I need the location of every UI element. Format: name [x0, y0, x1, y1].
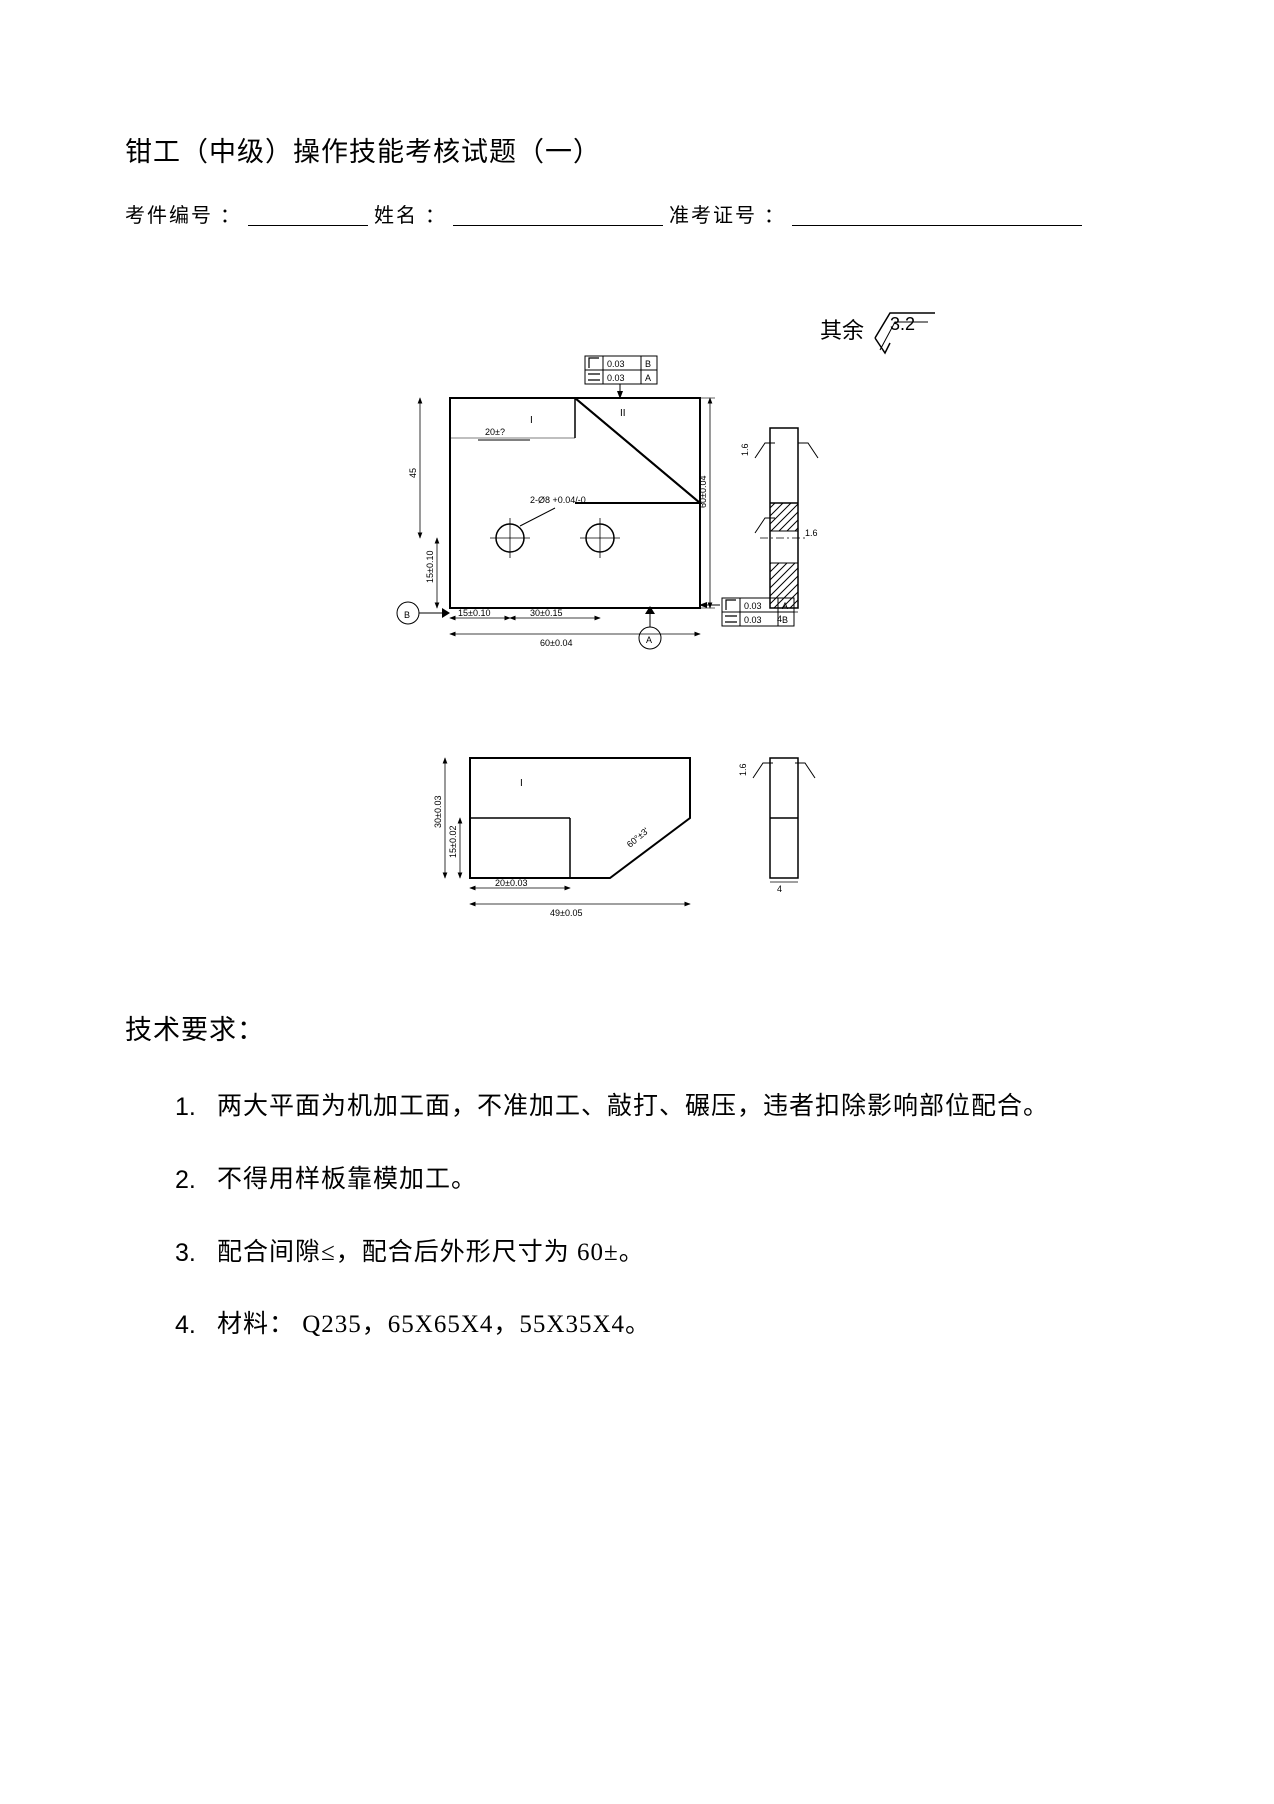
name-label: 姓名 ：	[374, 199, 447, 228]
datum-B: B	[404, 610, 410, 620]
svg-text:0.03: 0.03	[744, 601, 762, 611]
req-text: 不得用样板靠模加工。	[217, 1156, 1154, 1205]
datum-A: A	[646, 635, 652, 645]
name-blank[interactable]	[453, 205, 663, 226]
req-text: 两大平面为机加工面，不准加工、敲打、碾压，违者扣除影响部位配合。	[217, 1083, 1154, 1132]
svg-text:B: B	[645, 359, 651, 369]
req-text: 材料： Q235，65X65X4，55X35X4。	[217, 1301, 1154, 1350]
req-item: 4. 材料： Q235，65X65X4，55X35X4。	[175, 1301, 1154, 1350]
req-item: 3. 配合间隙≤，配合后外形尺寸为 60±。	[175, 1229, 1154, 1278]
svg-text:4: 4	[777, 884, 782, 894]
hole-dim: 2-Ø8 +0.04/-0	[530, 495, 586, 505]
svg-text:0.03: 0.03	[607, 359, 625, 369]
svg-text:30±0.03: 30±0.03	[433, 796, 443, 828]
req-number: 4.	[175, 1301, 217, 1350]
req-item: 2. 不得用样板靠模加工。	[175, 1156, 1154, 1205]
svg-text:49±0.05: 49±0.05	[550, 908, 582, 918]
svg-text:1.6: 1.6	[740, 443, 750, 456]
ticket-blank[interactable]	[792, 205, 1082, 226]
part2-label-I: I	[520, 778, 523, 789]
svg-text:0.03: 0.03	[744, 615, 762, 625]
svg-text:60°±3': 60°±3'	[624, 825, 650, 849]
tech-req-heading: 技术要求：	[125, 1008, 1154, 1047]
page-title: 钳工（中级）操作技能考核试题（一）	[125, 130, 1154, 169]
req-item: 1. 两大平面为机加工面，不准加工、敲打、碾压，违者扣除影响部位配合。	[175, 1083, 1154, 1132]
svg-text:60±0.04: 60±0.04	[540, 638, 572, 648]
engineering-drawing: 其余 3.2 I II 2-Ø8 +0.04/-0	[330, 308, 950, 948]
svg-text:0.03: 0.03	[607, 373, 625, 383]
label-I: I	[530, 415, 533, 426]
exam-no-blank[interactable]	[248, 205, 368, 226]
ticket-label: 准考证号 ：	[669, 199, 786, 228]
svg-text:30±0.15: 30±0.15	[530, 608, 562, 618]
req-number: 2.	[175, 1156, 217, 1205]
candidate-info-row: 考件编号 ： 姓名 ： 准考证号 ：	[125, 199, 1154, 228]
svg-text:1.6: 1.6	[805, 528, 818, 538]
svg-text:45: 45	[408, 468, 418, 478]
svg-text:15±0.10: 15±0.10	[458, 608, 490, 618]
req-text: 配合间隙≤，配合后外形尺寸为 60±。	[217, 1229, 1154, 1278]
svg-text:15±0.10: 15±0.10	[425, 551, 435, 583]
svg-text:B: B	[782, 615, 788, 625]
surface-note-text: 其余	[820, 318, 864, 343]
exam-no-label: 考件编号 ：	[125, 199, 242, 228]
svg-text:15±0.02: 15±0.02	[448, 826, 458, 858]
svg-text:A: A	[645, 373, 651, 383]
req-number: 1.	[175, 1083, 217, 1132]
svg-text:20±0.03: 20±0.03	[495, 878, 527, 888]
requirements-list: 1. 两大平面为机加工面，不准加工、敲打、碾压，违者扣除影响部位配合。 2. 不…	[125, 1083, 1154, 1350]
svg-text:4: 4	[777, 614, 782, 624]
svg-text:20±?: 20±?	[485, 427, 505, 437]
svg-text:60±0.04: 60±0.04	[698, 476, 708, 508]
svg-text:1.6: 1.6	[738, 763, 748, 776]
req-number: 3.	[175, 1229, 217, 1278]
label-II: II	[620, 408, 626, 419]
